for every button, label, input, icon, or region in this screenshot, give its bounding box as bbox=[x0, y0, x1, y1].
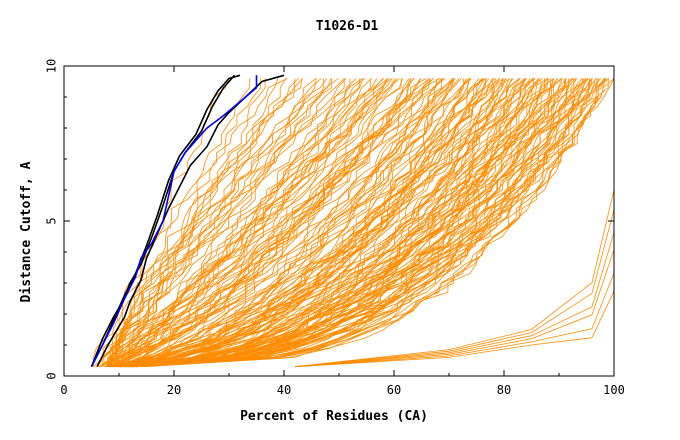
model-curve bbox=[100, 78, 366, 368]
model-curve bbox=[108, 78, 421, 367]
model-curve bbox=[103, 78, 347, 367]
x-axis-label: Percent of Residues (CA) bbox=[240, 409, 428, 424]
x-tick-label: 20 bbox=[167, 383, 181, 397]
model-curve bbox=[123, 78, 608, 368]
model-curve bbox=[121, 78, 548, 368]
model-curve bbox=[112, 78, 485, 368]
model-curve bbox=[129, 78, 598, 368]
model-curve bbox=[116, 78, 441, 368]
model-curve bbox=[135, 78, 609, 368]
model-curve bbox=[104, 78, 434, 368]
chart-title: T1026-D1 bbox=[316, 19, 379, 34]
x-tick-label: 100 bbox=[603, 383, 625, 397]
model-curve bbox=[118, 78, 410, 367]
x-tick-label: 60 bbox=[387, 383, 401, 397]
model-curve bbox=[130, 78, 606, 368]
model-curve bbox=[112, 78, 392, 367]
model-curve bbox=[108, 78, 487, 368]
model-curve bbox=[132, 78, 589, 368]
model-curve bbox=[100, 78, 388, 368]
model-curve bbox=[107, 78, 384, 367]
model-curve bbox=[98, 78, 351, 368]
model-curve bbox=[106, 78, 288, 367]
model-curve bbox=[123, 78, 462, 368]
model-curve bbox=[116, 78, 520, 368]
model-curve bbox=[117, 78, 527, 368]
model-curve bbox=[93, 78, 303, 367]
model-curve bbox=[123, 78, 472, 368]
model-curve bbox=[136, 78, 597, 368]
model-curve bbox=[120, 78, 584, 368]
model-curve bbox=[294, 232, 615, 368]
model-curve bbox=[121, 78, 539, 368]
x-tick-label: 40 bbox=[277, 383, 291, 397]
model-curve bbox=[141, 78, 577, 368]
model-curve bbox=[294, 189, 615, 368]
model-curve bbox=[117, 78, 494, 368]
model-curve bbox=[137, 78, 596, 368]
x-tick-label: 80 bbox=[497, 383, 511, 397]
model-curve bbox=[106, 78, 400, 367]
model-curve bbox=[294, 209, 615, 368]
model-curve bbox=[124, 78, 563, 368]
model-curve bbox=[119, 78, 480, 368]
model-curve bbox=[109, 78, 470, 368]
model-curve bbox=[110, 78, 430, 368]
model-curve bbox=[134, 78, 554, 368]
model-curve bbox=[106, 78, 333, 367]
model-curve bbox=[108, 78, 454, 368]
model-curve bbox=[111, 78, 403, 368]
model-curve bbox=[111, 78, 434, 367]
model-curve bbox=[131, 78, 615, 368]
model-curve bbox=[117, 78, 378, 368]
model-curve bbox=[294, 291, 615, 368]
model-curve bbox=[130, 78, 527, 368]
model-curve bbox=[113, 78, 454, 368]
y-tick-label: 5 bbox=[45, 217, 59, 224]
highlight-curve-black-0 bbox=[90, 74, 241, 368]
model-curve bbox=[125, 78, 558, 368]
model-curve bbox=[127, 78, 534, 368]
model-curve bbox=[117, 78, 494, 368]
model-curve bbox=[128, 78, 615, 368]
model-curve bbox=[294, 272, 615, 368]
model-curve bbox=[123, 78, 510, 368]
x-tick-label: 0 bbox=[60, 383, 67, 397]
y-tick-label: 10 bbox=[45, 59, 59, 73]
model-curve bbox=[101, 78, 332, 367]
model-curve bbox=[127, 78, 525, 368]
model-curve bbox=[107, 78, 393, 367]
model-curve bbox=[105, 78, 324, 368]
model-curve bbox=[123, 78, 545, 368]
model-curve bbox=[106, 78, 296, 367]
model-curve bbox=[106, 78, 389, 367]
highlight-curve-black-1 bbox=[90, 74, 236, 367]
model-curve bbox=[110, 78, 279, 367]
y-axis-label: Distance Cutoff, A bbox=[19, 161, 34, 302]
model-curve bbox=[123, 78, 456, 368]
tick-layer: 0 20 40 60 80 100 0 5 10 bbox=[45, 59, 625, 397]
model-curve bbox=[121, 78, 539, 368]
model-curve bbox=[110, 78, 345, 367]
y-tick-label: 0 bbox=[45, 372, 59, 379]
model-curve bbox=[114, 78, 397, 367]
model-curve bbox=[136, 78, 606, 368]
model-curve bbox=[130, 78, 551, 368]
model-curve bbox=[134, 78, 531, 368]
highlight-curve-blue-3 bbox=[90, 75, 258, 368]
series-layer bbox=[90, 74, 615, 368]
model-curve bbox=[125, 78, 591, 368]
model-curve bbox=[294, 249, 615, 368]
model-curve bbox=[106, 78, 361, 367]
model-curve bbox=[118, 78, 443, 368]
model-curve bbox=[125, 78, 514, 368]
model-curve bbox=[113, 78, 483, 368]
